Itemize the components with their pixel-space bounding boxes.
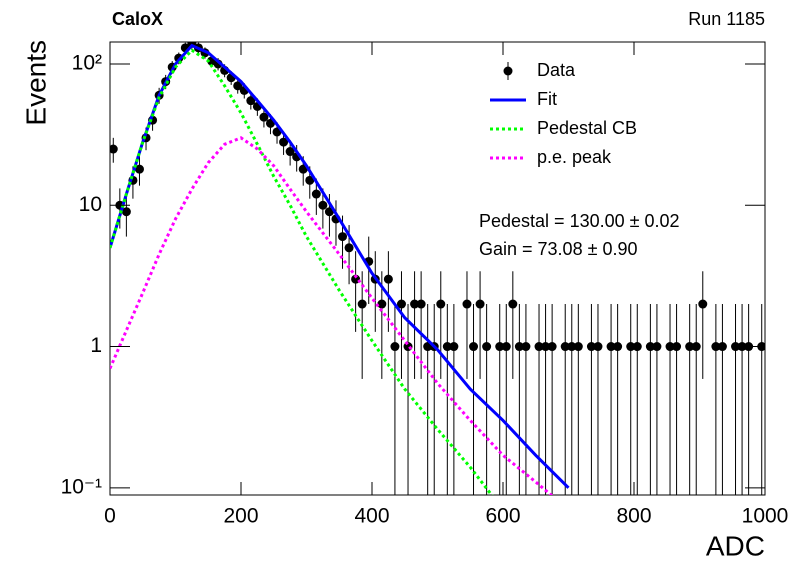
fit-line: [110, 43, 570, 489]
data-point: [593, 342, 603, 352]
x-tick-label: 400: [354, 505, 389, 528]
data-point: [508, 299, 518, 309]
data-point: [541, 342, 551, 352]
plot-area: [110, 42, 765, 495]
data-point: [462, 299, 472, 309]
data-point: [737, 342, 747, 352]
data-point: [121, 207, 131, 217]
data-point: [383, 274, 393, 284]
data-point: [436, 299, 446, 309]
data-point: [606, 342, 616, 352]
data-point: [442, 342, 452, 352]
data-point: [665, 342, 675, 352]
data-point: [390, 342, 400, 352]
y-tick-label: 1: [90, 334, 102, 357]
legend-label: Fit: [537, 89, 557, 109]
data-point: [613, 342, 623, 352]
data-point: [475, 299, 485, 309]
fit-line: [110, 136, 554, 495]
data-point: [645, 342, 655, 352]
data-point: [134, 164, 144, 174]
data-point: [560, 342, 570, 352]
data-point: [652, 342, 662, 352]
data-point: [514, 342, 524, 352]
fit-line: [110, 48, 494, 495]
chart-title: CaloX: [112, 9, 163, 29]
data-point: [246, 96, 256, 106]
data-point: [259, 112, 269, 122]
data-point: [357, 299, 367, 309]
data-point: [285, 147, 295, 157]
data-point: [416, 299, 426, 309]
data-point: [626, 342, 636, 352]
y-tick-label: 10: [79, 193, 102, 216]
data-point: [586, 342, 596, 352]
data-point: [717, 342, 727, 352]
data-point: [698, 299, 708, 309]
chart-subtitle: Run 1185: [688, 9, 765, 29]
legend-label: Pedestal CB: [537, 118, 637, 138]
data-point: [318, 200, 328, 210]
data-point: [521, 342, 531, 352]
data-point: [547, 342, 557, 352]
data-point: [279, 137, 289, 147]
data-point: [691, 342, 701, 352]
legend-marker: [503, 66, 513, 76]
data-point: [344, 243, 354, 253]
data-point: [573, 342, 583, 352]
data-point: [482, 342, 492, 352]
y-axis-label: Events: [20, 40, 51, 126]
x-tick-label: 800: [616, 505, 651, 528]
annotation: Pedestal = 130.00 ± 0.02: [479, 211, 680, 231]
data-point: [410, 299, 420, 309]
data-point: [501, 342, 511, 352]
data-point: [731, 342, 741, 352]
data-point: [110, 144, 118, 154]
data-point: [311, 189, 321, 199]
data-point: [672, 342, 682, 352]
data-point: [377, 299, 387, 309]
data-point: [495, 342, 505, 352]
x-tick-label: 0: [104, 505, 116, 528]
annotation: Gain = 73.08 ± 0.90: [479, 239, 638, 259]
y-tick-label: 10²: [72, 51, 102, 74]
legend-label: p.e. peak: [537, 147, 612, 167]
x-tick-label: 200: [223, 505, 258, 528]
data-point: [233, 81, 243, 91]
data-point: [449, 342, 459, 352]
y-tick-label: 10⁻¹: [61, 475, 102, 498]
x-tick-label: 600: [485, 505, 520, 528]
plot-frame: [109, 41, 766, 496]
data-point: [305, 175, 315, 185]
data-point: [469, 342, 479, 352]
x-tick-label: 1000: [742, 505, 789, 528]
data-point: [632, 342, 642, 352]
data-point: [567, 342, 577, 352]
data-point: [711, 342, 721, 352]
data-point: [685, 342, 695, 352]
data-point: [338, 232, 348, 242]
legend-label: Data: [537, 60, 576, 80]
data-point: [534, 342, 544, 352]
data-point: [396, 299, 406, 309]
x-axis-label: ADC: [706, 530, 765, 561]
